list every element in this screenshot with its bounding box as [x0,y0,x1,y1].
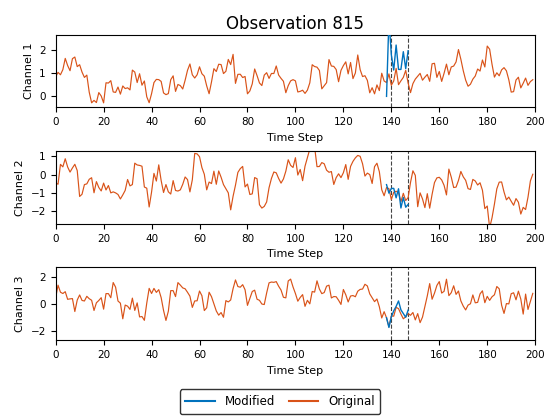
Title: Observation 815: Observation 815 [226,15,365,33]
Y-axis label: Channel 2: Channel 2 [15,159,25,216]
Legend: Modified, Original: Modified, Original [180,389,380,414]
X-axis label: Time Step: Time Step [267,133,324,143]
Y-axis label: Channel 3: Channel 3 [15,276,25,332]
X-axis label: Time Step: Time Step [267,249,324,259]
Y-axis label: Channel 1: Channel 1 [24,43,34,99]
X-axis label: Time Step: Time Step [267,365,324,375]
